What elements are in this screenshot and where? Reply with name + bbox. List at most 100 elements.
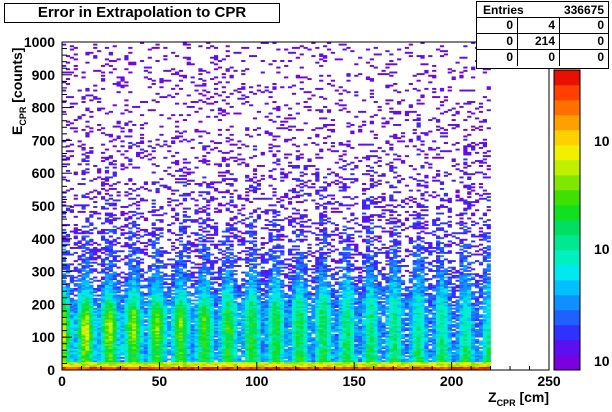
heatmap-cell bbox=[249, 91, 254, 94]
heatmap-cell bbox=[167, 117, 172, 120]
heatmap-cell bbox=[163, 291, 168, 294]
heatmap-cell bbox=[132, 243, 137, 246]
heatmap-cell bbox=[124, 351, 129, 354]
heatmap-cell bbox=[104, 158, 110, 161]
heatmap-cell bbox=[132, 355, 137, 358]
heatmap-cell bbox=[132, 332, 137, 335]
heatmap-cell bbox=[120, 338, 125, 341]
heatmap-cell bbox=[159, 302, 164, 305]
heatmap-cell bbox=[280, 289, 285, 292]
heatmap-cell bbox=[147, 347, 152, 349]
heatmap-cell bbox=[213, 92, 219, 95]
heatmap-cell bbox=[256, 46, 261, 49]
heatmap-cell bbox=[167, 312, 172, 315]
heatmap-cell bbox=[136, 301, 141, 304]
heatmap-cell bbox=[69, 56, 74, 59]
heatmap-cell bbox=[256, 273, 261, 276]
heatmap-cell bbox=[206, 115, 211, 118]
heatmap-cell bbox=[73, 337, 78, 340]
heatmap-cell bbox=[233, 237, 238, 240]
heatmap-cell bbox=[85, 269, 90, 272]
heatmap-cell bbox=[128, 215, 133, 218]
heatmap-cell bbox=[62, 324, 67, 327]
heatmap-cell bbox=[163, 143, 168, 146]
heatmap-cell bbox=[77, 319, 82, 322]
heatmap-cell bbox=[276, 105, 281, 108]
heatmap-cell bbox=[210, 273, 215, 276]
heatmap-cell bbox=[276, 266, 281, 269]
heatmap-cell bbox=[89, 347, 94, 349]
heatmap-cell bbox=[85, 348, 90, 351]
heatmap-cell bbox=[256, 360, 261, 363]
heatmap-cell bbox=[73, 329, 78, 331]
heatmap-cell bbox=[120, 294, 125, 297]
heatmap-cell bbox=[136, 304, 141, 307]
heatmap-cell bbox=[264, 296, 269, 299]
heatmap-cell bbox=[81, 260, 86, 263]
heatmap-cell bbox=[241, 238, 246, 241]
heatmap-cell bbox=[210, 366, 215, 369]
heatmap-cell bbox=[233, 324, 238, 327]
heatmap-cell bbox=[73, 320, 78, 323]
heatmap-cell bbox=[151, 146, 156, 149]
heatmap-cell bbox=[136, 105, 141, 108]
heatmap-cell bbox=[237, 315, 242, 318]
heatmap-cell bbox=[89, 355, 94, 358]
heatmap-cell bbox=[210, 260, 215, 263]
heatmap-cell bbox=[147, 286, 152, 289]
heatmap-cell bbox=[260, 274, 265, 277]
heatmap-cell bbox=[65, 356, 71, 359]
heatmap-cell bbox=[112, 312, 117, 315]
heatmap-cell bbox=[136, 292, 141, 295]
heatmap-cell bbox=[268, 309, 273, 312]
heatmap-cell bbox=[143, 360, 149, 363]
heatmap-cell bbox=[159, 235, 164, 238]
heatmap-cell bbox=[132, 224, 137, 226]
heatmap-cell bbox=[100, 366, 106, 369]
heatmap-cell bbox=[198, 291, 203, 294]
heatmap-cell bbox=[112, 355, 117, 358]
heatmap-cell bbox=[202, 350, 207, 353]
heatmap-cell bbox=[108, 356, 113, 359]
heatmap-cell bbox=[268, 271, 273, 274]
heatmap-cell bbox=[167, 368, 172, 371]
heatmap-cell bbox=[264, 368, 269, 371]
heatmap-cell bbox=[167, 345, 172, 348]
heatmap-cell bbox=[167, 299, 172, 302]
heatmap-cell bbox=[85, 350, 90, 353]
heatmap-cell bbox=[167, 340, 172, 343]
heatmap-cell bbox=[174, 204, 180, 207]
heatmap-cell bbox=[69, 306, 74, 308]
heatmap-cell bbox=[190, 360, 195, 363]
heatmap-cell bbox=[116, 324, 121, 327]
heatmap-cell bbox=[155, 43, 160, 46]
heatmap-cell bbox=[198, 329, 203, 331]
heatmap-cell bbox=[62, 361, 67, 364]
heatmap-cell bbox=[143, 233, 149, 236]
heatmap-cell bbox=[136, 320, 141, 323]
heatmap-cell bbox=[97, 347, 102, 349]
heatmap-cell bbox=[233, 302, 238, 305]
heatmap-cell bbox=[245, 253, 250, 256]
heatmap-cell bbox=[89, 197, 94, 200]
heatmap-cell bbox=[136, 327, 141, 330]
heatmap-cell bbox=[62, 237, 67, 240]
heatmap-cell bbox=[93, 353, 98, 356]
heatmap-cell bbox=[178, 250, 184, 253]
heatmap-cell bbox=[81, 351, 86, 354]
heatmap-cell bbox=[241, 353, 246, 356]
heatmap-cell bbox=[116, 273, 121, 276]
heatmap-cell bbox=[65, 347, 71, 349]
heatmap-cell bbox=[268, 146, 273, 149]
heatmap-cell bbox=[89, 332, 94, 335]
heatmap-cell bbox=[252, 304, 258, 307]
heatmap-cell bbox=[171, 335, 176, 338]
heatmap-cell bbox=[112, 366, 117, 369]
heatmap-cell bbox=[136, 207, 141, 210]
heatmap-cell bbox=[249, 283, 254, 286]
heatmap-cell bbox=[100, 74, 106, 77]
heatmap-cell bbox=[108, 161, 113, 164]
heatmap-cell bbox=[272, 283, 277, 286]
heatmap-cell bbox=[245, 217, 250, 220]
heatmap-cell bbox=[237, 340, 242, 343]
